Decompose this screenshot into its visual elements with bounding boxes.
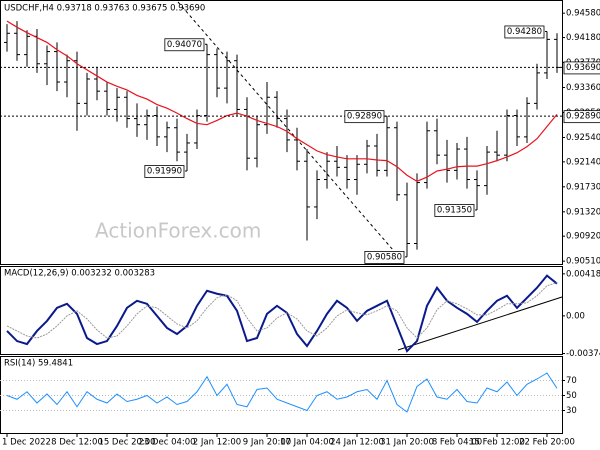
level-label: 0.92890 — [566, 112, 600, 122]
x-tick-label: 17 Jan 04:00 — [280, 438, 334, 448]
macd-trend-line — [397, 296, 563, 351]
annotation: 0.94280 — [507, 27, 542, 37]
y-tick-label: 0.00418 — [566, 269, 600, 279]
y-tick-label: 70 — [566, 376, 577, 386]
x-tick-label: 23 Dec 04:00 — [138, 438, 195, 448]
series-line — [6, 282, 558, 339]
y-tick-label: 0.90920 — [566, 232, 600, 242]
x-tick-label: 31 Jan 20:00 — [380, 438, 434, 448]
macd-panel — [0, 266, 563, 355]
x-tick-label: 8 Feb 04:00 — [432, 438, 482, 448]
x-tick-label: 1 Dec 2022 — [2, 438, 51, 448]
level-label-box — [563, 61, 600, 75]
x-tick-label: 8 Dec 12:00 — [51, 438, 103, 448]
y-tick-label: 0.93360 — [566, 83, 600, 93]
annotation-box — [434, 204, 475, 217]
y-tick-label: 0.00 — [566, 311, 585, 321]
annotation-box — [364, 250, 405, 264]
annotation-box — [504, 25, 545, 39]
x-tick-label: 15 Feb 12:00 — [469, 438, 525, 448]
watermark: ActionForex.com — [95, 219, 261, 243]
annotation: 0.94070 — [167, 40, 202, 50]
level-label-box — [563, 110, 600, 124]
y-tick-label: 0.91730 — [566, 182, 600, 192]
annotation-box — [164, 38, 205, 52]
y-tick-label: 50 — [566, 391, 577, 401]
y-tick-label: 30 — [566, 406, 577, 416]
x-tick-label: 15 Dec 20:00 — [98, 438, 155, 448]
annotation: 0.92890 — [347, 112, 382, 122]
x-tick-label: 24 Jan 12:00 — [330, 438, 384, 448]
series-line — [6, 20, 558, 183]
annotation-box — [344, 110, 385, 124]
x-tick-label: 9 Jan 20:00 — [243, 438, 291, 448]
price-title: USDCHF,H4 0.93718 0.93763 0.93675 0.9369… — [4, 4, 205, 14]
macd-title: MACD(12,26,9) 0.003232 0.003283 — [4, 269, 155, 279]
y-tick-label: 0.91320 — [566, 207, 600, 217]
level-label: 0.93690 — [566, 63, 600, 73]
annotation: 0.91350 — [437, 205, 472, 215]
series-line — [6, 372, 558, 413]
x-tick-label: 2 Jan 12:00 — [193, 438, 241, 448]
x-tick-label: 22 Feb 20:00 — [519, 438, 575, 448]
annotation: 0.90580 — [367, 252, 402, 262]
series-line — [6, 274, 558, 353]
y-tick-label: 0.90510 — [566, 257, 600, 267]
y-tick-label: 0.92540 — [566, 133, 600, 143]
y-tick-label: -0.003744 — [566, 349, 600, 359]
y-tick-label: 0.92140 — [566, 157, 600, 167]
annotation: 0.91990 — [147, 166, 182, 176]
y-tick-label: 0.94580 — [566, 9, 600, 19]
price-panel — [0, 0, 563, 265]
trend-line — [177, 1, 401, 259]
rsi-title: RSI(14) 59.4841 — [4, 359, 73, 369]
annotation-box — [144, 165, 185, 178]
y-tick-label: 0.94180 — [566, 33, 600, 43]
